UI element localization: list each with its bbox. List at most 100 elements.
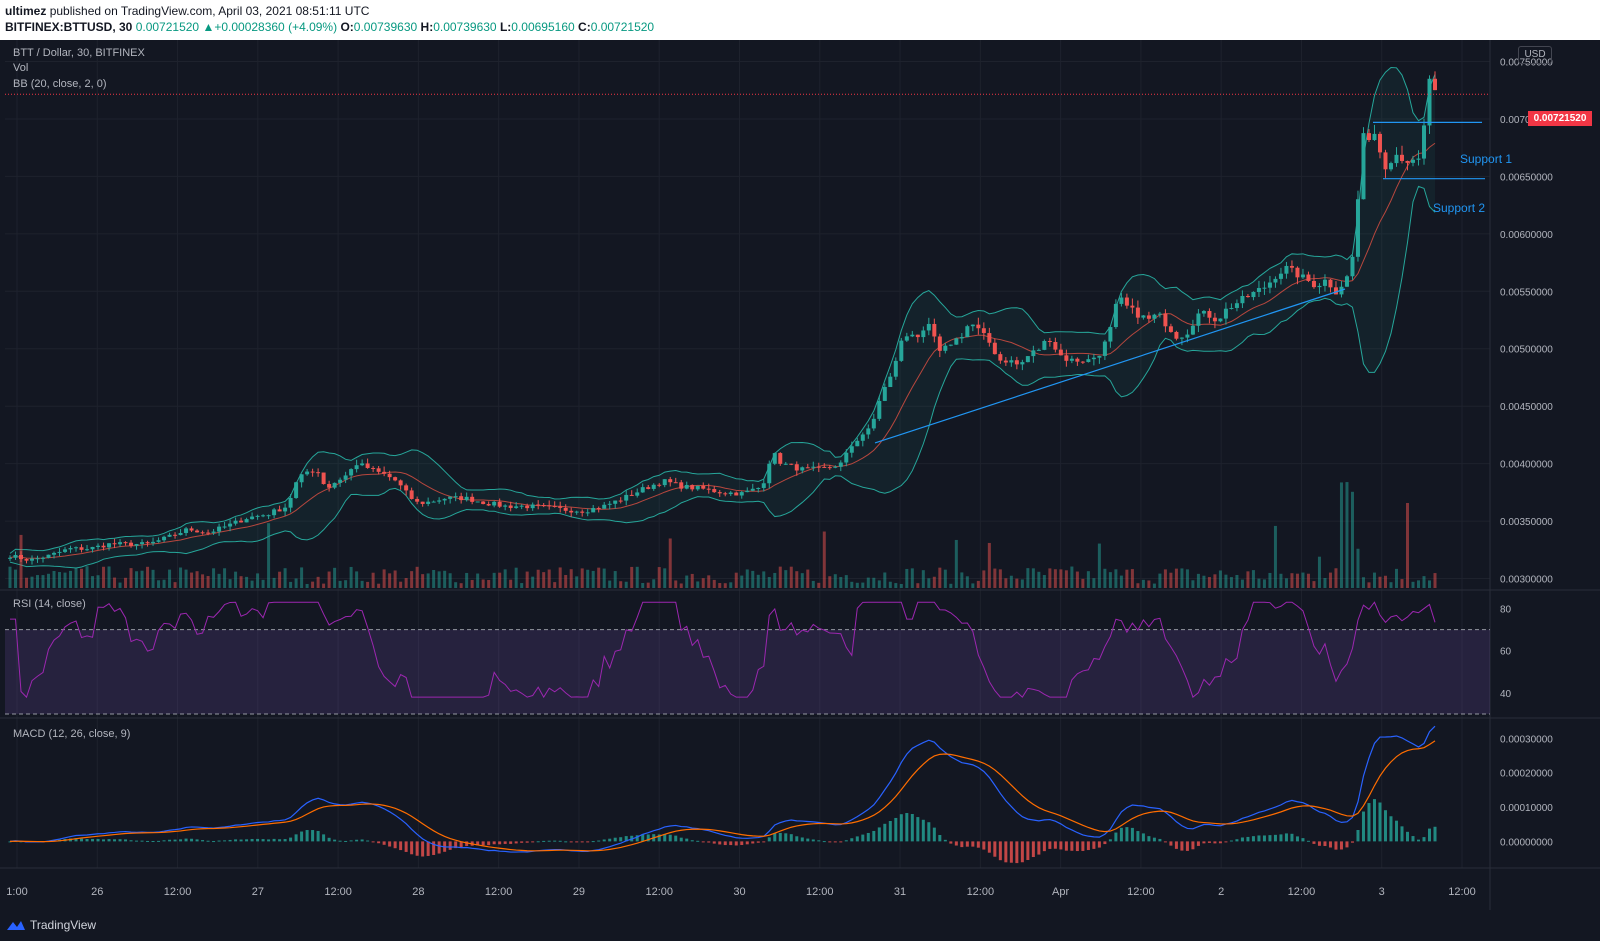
macd-histogram-bar (1103, 841, 1107, 845)
volume-bar (492, 572, 496, 588)
macd-histogram-bar (707, 841, 711, 843)
volume-bar (1185, 569, 1189, 588)
candle-body (1317, 285, 1322, 288)
candle-body (1163, 313, 1168, 327)
volume-bar (789, 566, 793, 588)
chart-canvas[interactable]: 0.00750000 0.00700000 0.00650000 0.00600000… (0, 40, 1600, 910)
currency-badge[interactable]: USD (1518, 46, 1552, 64)
macd-histogram-bar (1048, 841, 1052, 849)
time-tick-label: 28 (412, 886, 424, 898)
macd-tick-label: 0.00020000 (1500, 769, 1553, 780)
tradingview-logo[interactable]: TradingView (6, 918, 96, 932)
time-tick-label: 12:00 (645, 886, 673, 898)
macd-histogram-bar (316, 830, 320, 842)
macd-histogram-bar (393, 841, 397, 849)
candle-body (1108, 327, 1113, 342)
volume-bar (806, 569, 810, 588)
macd-histogram-bar (1383, 810, 1387, 842)
candle-body (305, 471, 310, 475)
volume-bar (1383, 575, 1387, 588)
candle-body (85, 549, 90, 551)
macd-histogram-bar (1015, 841, 1019, 864)
volume-bar (635, 566, 639, 588)
volume-bar (1405, 503, 1409, 588)
volume-bar (817, 582, 821, 588)
macd-histogram-bar (822, 841, 826, 843)
volume-bar (157, 580, 161, 588)
candle-body (277, 509, 282, 512)
candle-body (855, 440, 860, 447)
volume-bar (575, 576, 579, 588)
volume-bar (1064, 570, 1068, 588)
volume-bar (294, 578, 298, 588)
candle-body (915, 334, 920, 338)
candle-body (530, 504, 535, 509)
volume-bar (80, 568, 84, 588)
support-1-label: Support 1 (1460, 152, 1513, 166)
volume-bar (553, 582, 557, 588)
candle-body (404, 485, 409, 491)
candle-body (442, 498, 447, 501)
candle-body (580, 511, 585, 513)
volume-bar (751, 570, 755, 588)
candle-body (1433, 78, 1437, 91)
candle-body (877, 400, 882, 419)
volume-bar (113, 577, 117, 588)
volume-bar (1147, 580, 1151, 588)
volume-bar (355, 571, 359, 588)
macd-histogram-bar (608, 838, 612, 842)
candle-body (1097, 355, 1102, 358)
volume-bar (740, 575, 744, 588)
volume-bar (685, 575, 689, 588)
rsi-tick-label: 60 (1500, 647, 1512, 658)
candle-body (591, 508, 596, 513)
bb-legend: BB (20, close, 2, 0) (13, 78, 107, 90)
volume-bar (454, 582, 458, 588)
candle-body (1328, 279, 1333, 288)
macd-histogram-bar (547, 840, 551, 842)
volume-bar (1268, 572, 1272, 588)
volume-bar (58, 572, 62, 588)
volume-bar (63, 572, 67, 588)
candle-body (420, 501, 425, 504)
price-tick-label: 0.00300000 (1500, 575, 1553, 586)
candle-body (470, 496, 475, 502)
volume-bar (916, 583, 920, 588)
volume-bar (932, 576, 936, 588)
macd-histogram-bar (140, 840, 144, 842)
macd-histogram-bar (388, 841, 392, 847)
candle-body (261, 515, 266, 517)
macd-histogram-bar (1416, 839, 1420, 842)
volume-bar (1394, 568, 1398, 588)
candle-body (899, 340, 904, 361)
candle-body (1278, 273, 1283, 279)
volume-bar (1196, 573, 1200, 588)
macd-histogram-bar (1119, 827, 1123, 842)
candle-body (882, 387, 887, 401)
support-2-label: Support 2 (1433, 201, 1486, 215)
macd-histogram-bar (657, 834, 661, 842)
candle-body (343, 475, 348, 480)
macd-histogram-bar (1268, 835, 1272, 842)
volume-bar (1273, 525, 1277, 588)
candle-body (690, 484, 695, 490)
volume-bar (536, 569, 540, 588)
macd-histogram-bar (96, 838, 100, 842)
macd-histogram-bar (1273, 834, 1277, 842)
candle-body (552, 505, 557, 507)
macd-histogram-bar (965, 841, 969, 847)
volume-bar (1295, 573, 1299, 588)
volume-bar (1020, 579, 1024, 588)
publisher-name[interactable]: ultimez (5, 4, 47, 18)
volume-bar (1119, 575, 1123, 588)
candle-body (789, 463, 794, 465)
candle-body (712, 489, 717, 493)
macd-histogram-bar (817, 840, 821, 842)
candle-body (1042, 340, 1047, 350)
price-tick-label: 0.00650000 (1500, 172, 1553, 183)
volume-bar (300, 567, 304, 588)
macd-histogram-bar (558, 840, 562, 842)
macd-histogram-bar (239, 839, 243, 842)
macd-histogram-bar (921, 819, 925, 842)
candle-body (1383, 152, 1388, 170)
